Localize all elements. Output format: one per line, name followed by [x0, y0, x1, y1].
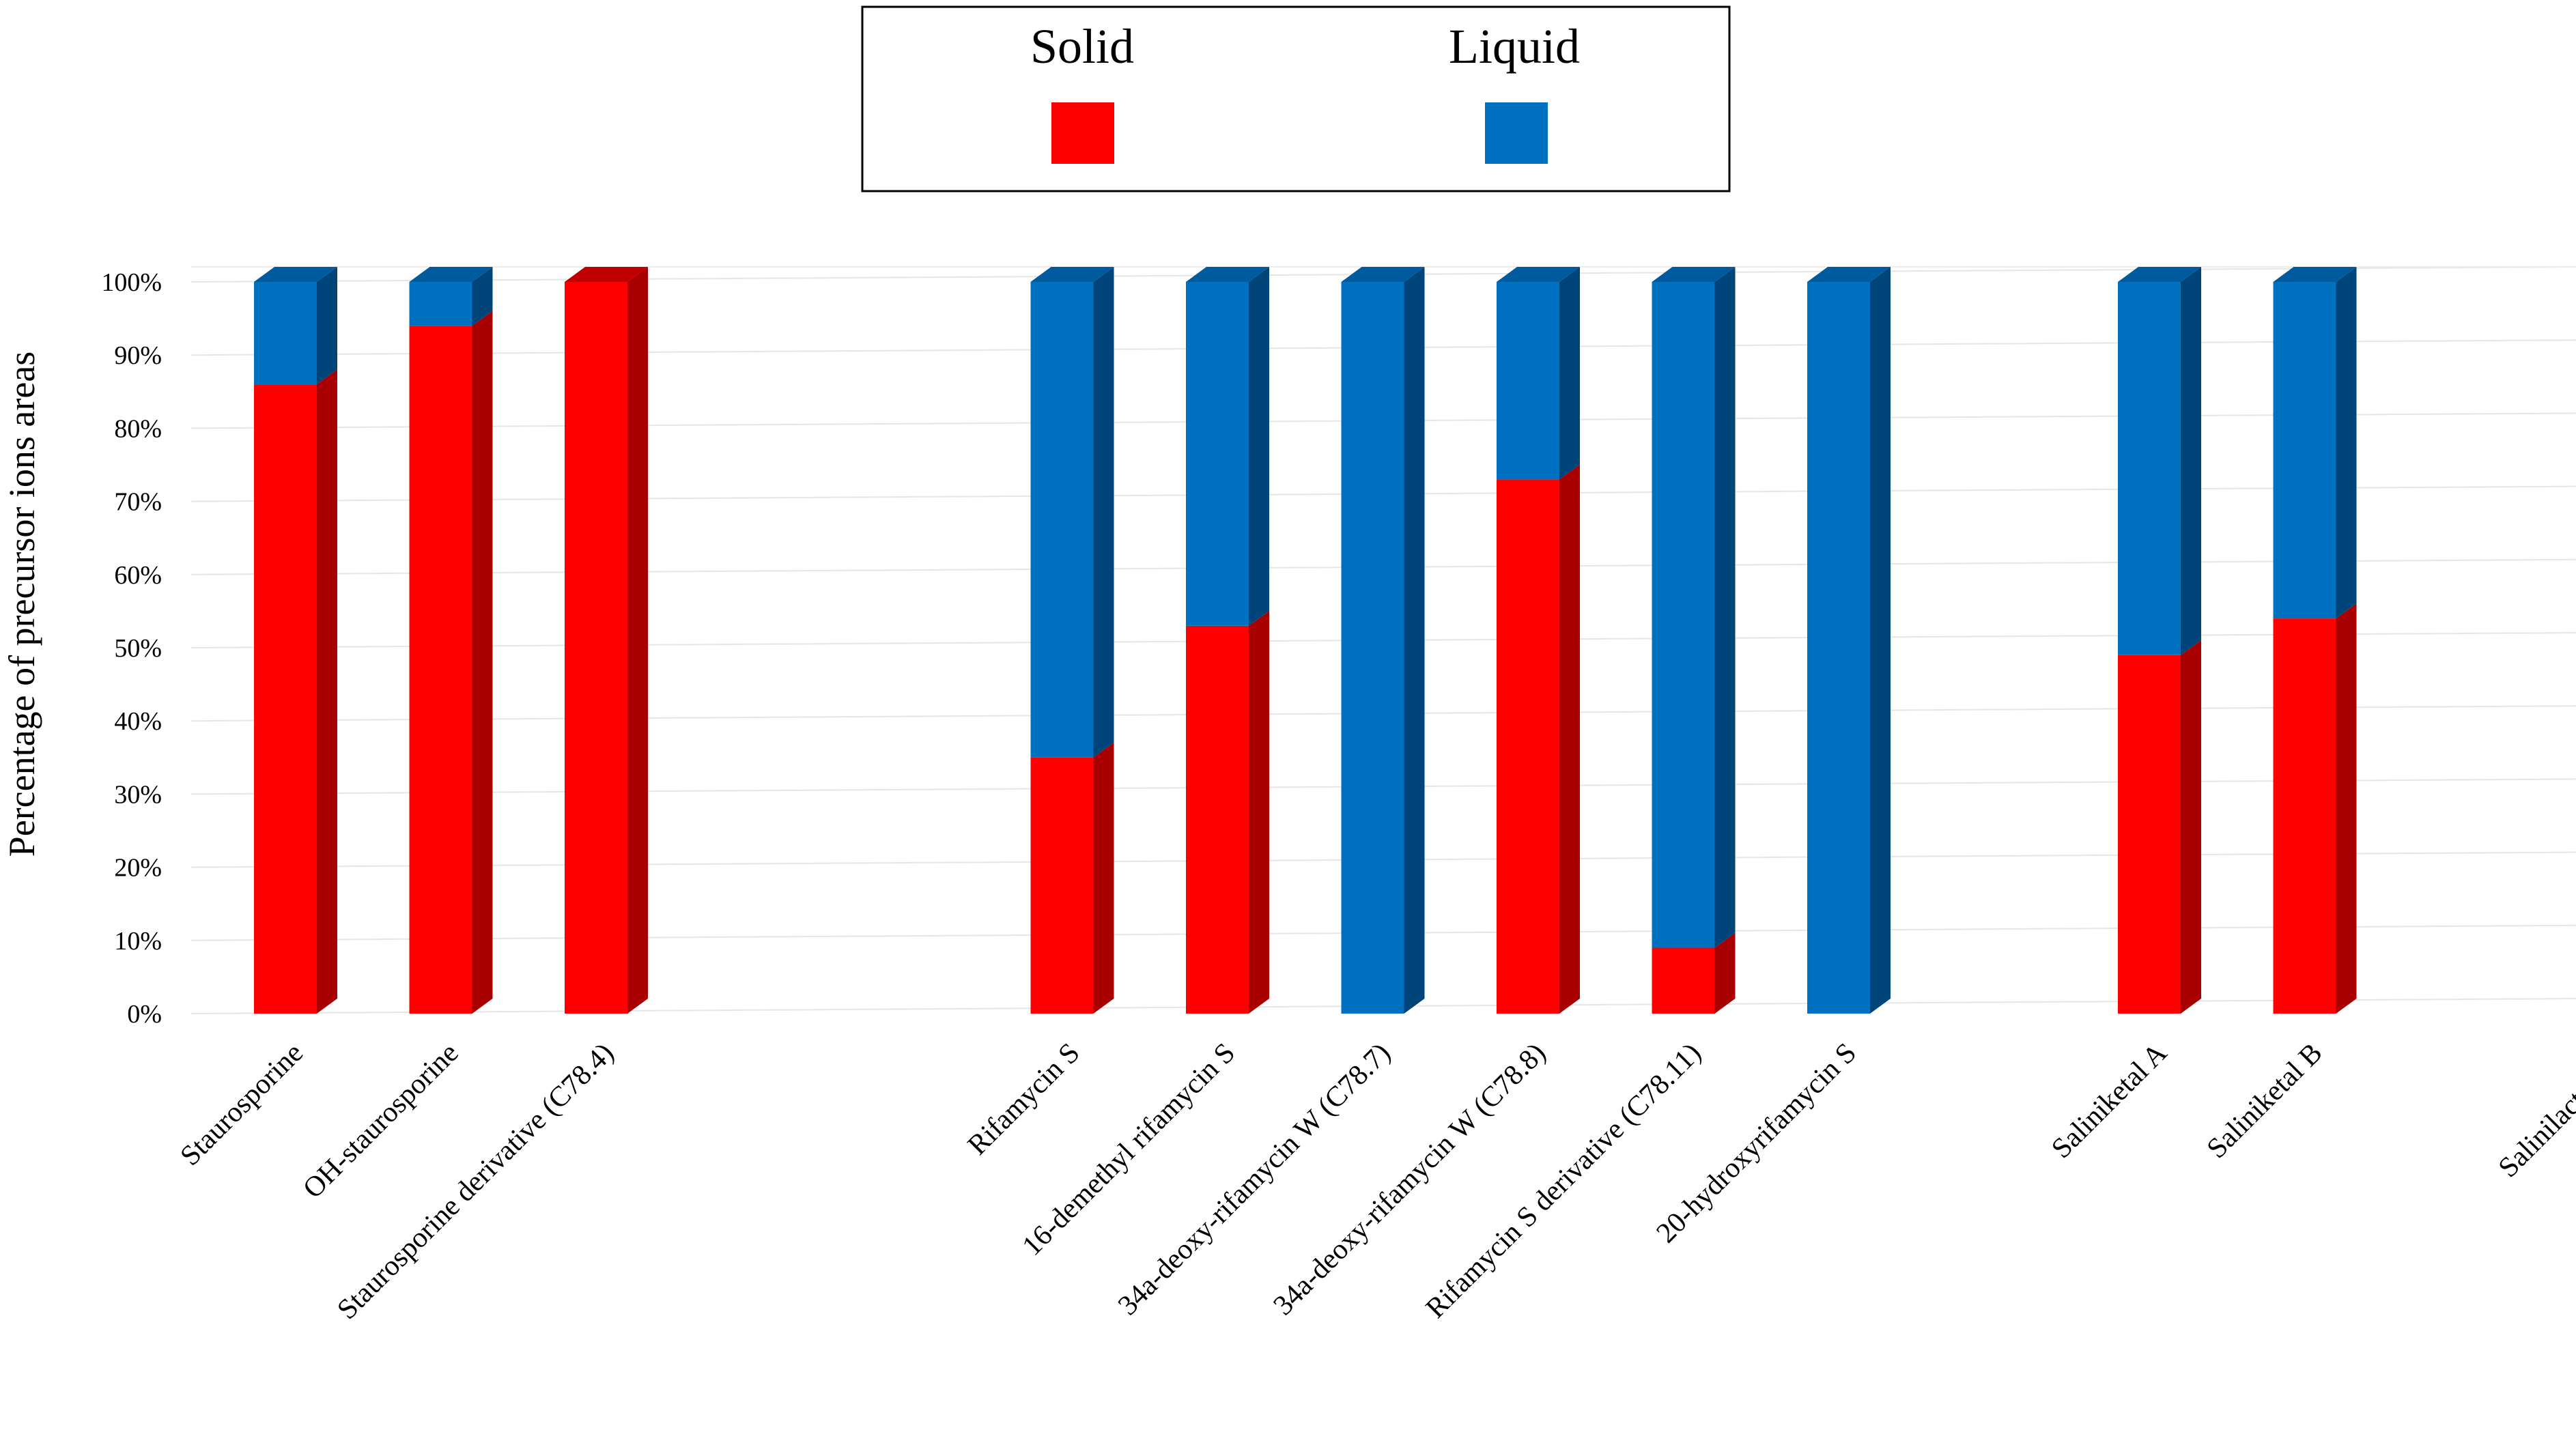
bar-group — [565, 267, 648, 1014]
bar-liquid-segment — [1030, 282, 1094, 758]
bar-liquid-segment — [1652, 282, 1715, 948]
bar-solid-segment — [254, 384, 317, 1014]
bar-side-liquid — [2336, 267, 2357, 619]
y-tick-label: 90% — [114, 341, 162, 370]
bar-side-solid — [1559, 464, 1580, 1014]
bar-side-liquid — [1249, 267, 1269, 626]
y-tick-label: 100% — [101, 268, 162, 297]
bar-side-solid — [2336, 603, 2357, 1014]
bar-side-solid — [317, 369, 337, 1014]
category-label: OH-staurosporine — [297, 1037, 464, 1205]
legend-label-solid: Solid — [1030, 19, 1134, 74]
y-axis-label: Percentage of precursor ions areas — [1, 352, 42, 857]
category-label: Staurosporine — [175, 1037, 309, 1172]
bar-liquid-segment — [1497, 282, 1559, 480]
bar-top-face — [1652, 267, 1736, 282]
category-label: Rifamycin S derivative (C78.11) — [1420, 1037, 1708, 1325]
bar-liquid-segment — [1341, 282, 1404, 1014]
bars — [254, 267, 2357, 1014]
bar-top-face — [1030, 267, 1114, 282]
y-tick-label: 10% — [114, 927, 162, 956]
category-label: 34a-deoxy-rifamycin W (C78.8) — [1267, 1037, 1552, 1322]
bar-top-face — [1186, 267, 1269, 282]
bar-liquid-segment — [1186, 282, 1249, 626]
bar-solid-segment — [1030, 757, 1094, 1014]
legend-swatch-liquid — [1485, 102, 1548, 164]
bar-top-face — [254, 267, 337, 282]
bar-top-face — [1807, 267, 1891, 282]
bar-side-solid — [2181, 640, 2201, 1014]
bar-group — [1807, 267, 1891, 1014]
bar-solid-segment — [409, 326, 472, 1014]
bar-liquid-segment — [409, 282, 472, 326]
legend-box — [861, 5, 1731, 192]
category-label: Rifamycin S — [962, 1037, 1086, 1162]
bar-side-solid — [472, 311, 493, 1014]
bar-side-liquid — [1093, 267, 1114, 758]
legend-label-liquid: Liquid — [1449, 19, 1580, 74]
bar-side-liquid — [2181, 267, 2201, 655]
bar-top-face — [565, 267, 648, 282]
bar-liquid-segment — [2273, 282, 2336, 619]
bar-liquid-segment — [254, 282, 317, 385]
bar-side-liquid — [1870, 267, 1891, 1014]
bar-group — [2273, 267, 2357, 1014]
category-label: Saliniketal A — [2046, 1037, 2173, 1164]
bar-top-face — [2273, 267, 2357, 282]
bar-liquid-segment — [2118, 282, 2181, 655]
bar-top-face — [1497, 267, 1580, 282]
bar-side-liquid — [317, 267, 337, 385]
category-label: Saliniketal B — [2201, 1037, 2329, 1165]
bar-group — [409, 267, 493, 1014]
bar-group — [1652, 267, 1736, 1014]
bar-group — [1186, 267, 1269, 1014]
bar-top-face — [409, 267, 493, 282]
bar-side-liquid — [1404, 267, 1425, 1014]
category-labels: StaurosporineOH-staurosporineStaurospori… — [175, 1037, 2576, 1326]
bar-group — [2118, 267, 2201, 1014]
bar-side-solid — [627, 267, 648, 1014]
bar-solid-segment — [2118, 655, 2181, 1014]
y-tick-label: 50% — [114, 634, 162, 663]
category-label: Staurosporine derivative (C78.4) — [331, 1037, 620, 1326]
bar-solid-segment — [1652, 947, 1715, 1014]
legend-swatch-solid — [1051, 102, 1114, 164]
bar-top-face — [1341, 267, 1425, 282]
y-tick-label: 60% — [114, 561, 162, 590]
y-tick-label: 70% — [114, 488, 162, 517]
category-label: Salinilactone A — [2493, 1037, 2576, 1184]
legend: Solid Liquid — [861, 5, 1731, 192]
bar-side-liquid — [472, 267, 493, 326]
bar-side-liquid — [1559, 267, 1580, 480]
bar-side-solid — [1714, 932, 1736, 1014]
bar-liquid-segment — [1807, 282, 1870, 1014]
bar-side-solid — [1093, 742, 1114, 1014]
bar-group — [254, 267, 337, 1014]
bar-solid-segment — [1497, 479, 1559, 1014]
bar-top-face — [2118, 267, 2201, 282]
bar-group — [1341, 267, 1425, 1014]
bar-solid-segment — [1186, 625, 1249, 1014]
y-tick-label: 0% — [127, 1000, 162, 1029]
bar-side-liquid — [1714, 267, 1736, 948]
bar-group — [1497, 267, 1580, 1014]
y-tick-label: 40% — [114, 707, 162, 736]
y-tick-label: 80% — [114, 414, 162, 443]
y-tick-label: 30% — [114, 780, 162, 809]
y-axis-ticks: 0% 10% 20% 30% 40% 50% 60% 70% 80% 90% 100% — [101, 268, 162, 1029]
bar-side-solid — [1249, 610, 1269, 1014]
y-tick-label: 20% — [114, 854, 162, 883]
bar-group — [1030, 267, 1114, 1014]
bar-solid-segment — [565, 282, 627, 1014]
category-label: 34a-deoxy-rifamycin W (C78.7) — [1112, 1037, 1397, 1322]
bar-solid-segment — [2273, 618, 2336, 1014]
